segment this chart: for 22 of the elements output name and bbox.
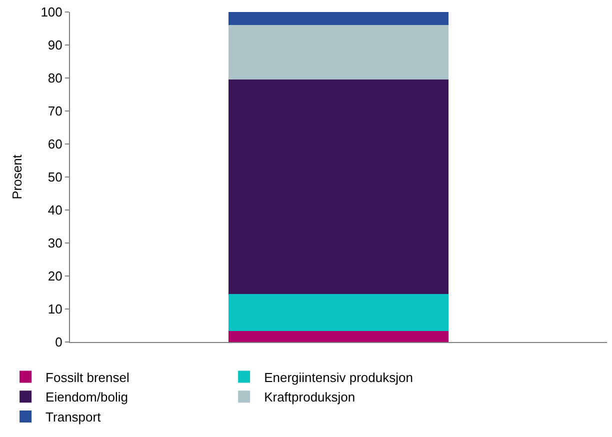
- y-tick-label: 0: [55, 334, 62, 350]
- y-axis-title: Prosent: [10, 154, 25, 200]
- legend-label: Eiendom/bolig: [46, 390, 128, 405]
- bar: [228, 294, 449, 331]
- bar: [228, 79, 449, 294]
- y-tick-label: 60: [48, 136, 62, 152]
- y-tick-label: 50: [48, 170, 62, 185]
- y-tick-label: 20: [48, 268, 62, 284]
- legend-label: Transport: [46, 410, 102, 425]
- bar: [228, 330, 449, 342]
- y-tick-label: 10: [48, 302, 62, 317]
- y-tick-label: 70: [48, 104, 62, 119]
- y-tick-label: 90: [48, 38, 62, 53]
- legend-label: Fossilt brensel: [46, 370, 130, 385]
- y-tick-label: 30: [48, 236, 62, 251]
- legend-label: Energiintensiv produksjon: [264, 370, 413, 385]
- y-tick-label: 100: [40, 4, 62, 20]
- y-tick-label: 40: [48, 202, 62, 218]
- y-tick-label: 80: [48, 70, 62, 86]
- legend-label: Kraftproduksjon: [264, 390, 356, 405]
- bar: [228, 12, 449, 25]
- bar: [228, 24, 449, 80]
